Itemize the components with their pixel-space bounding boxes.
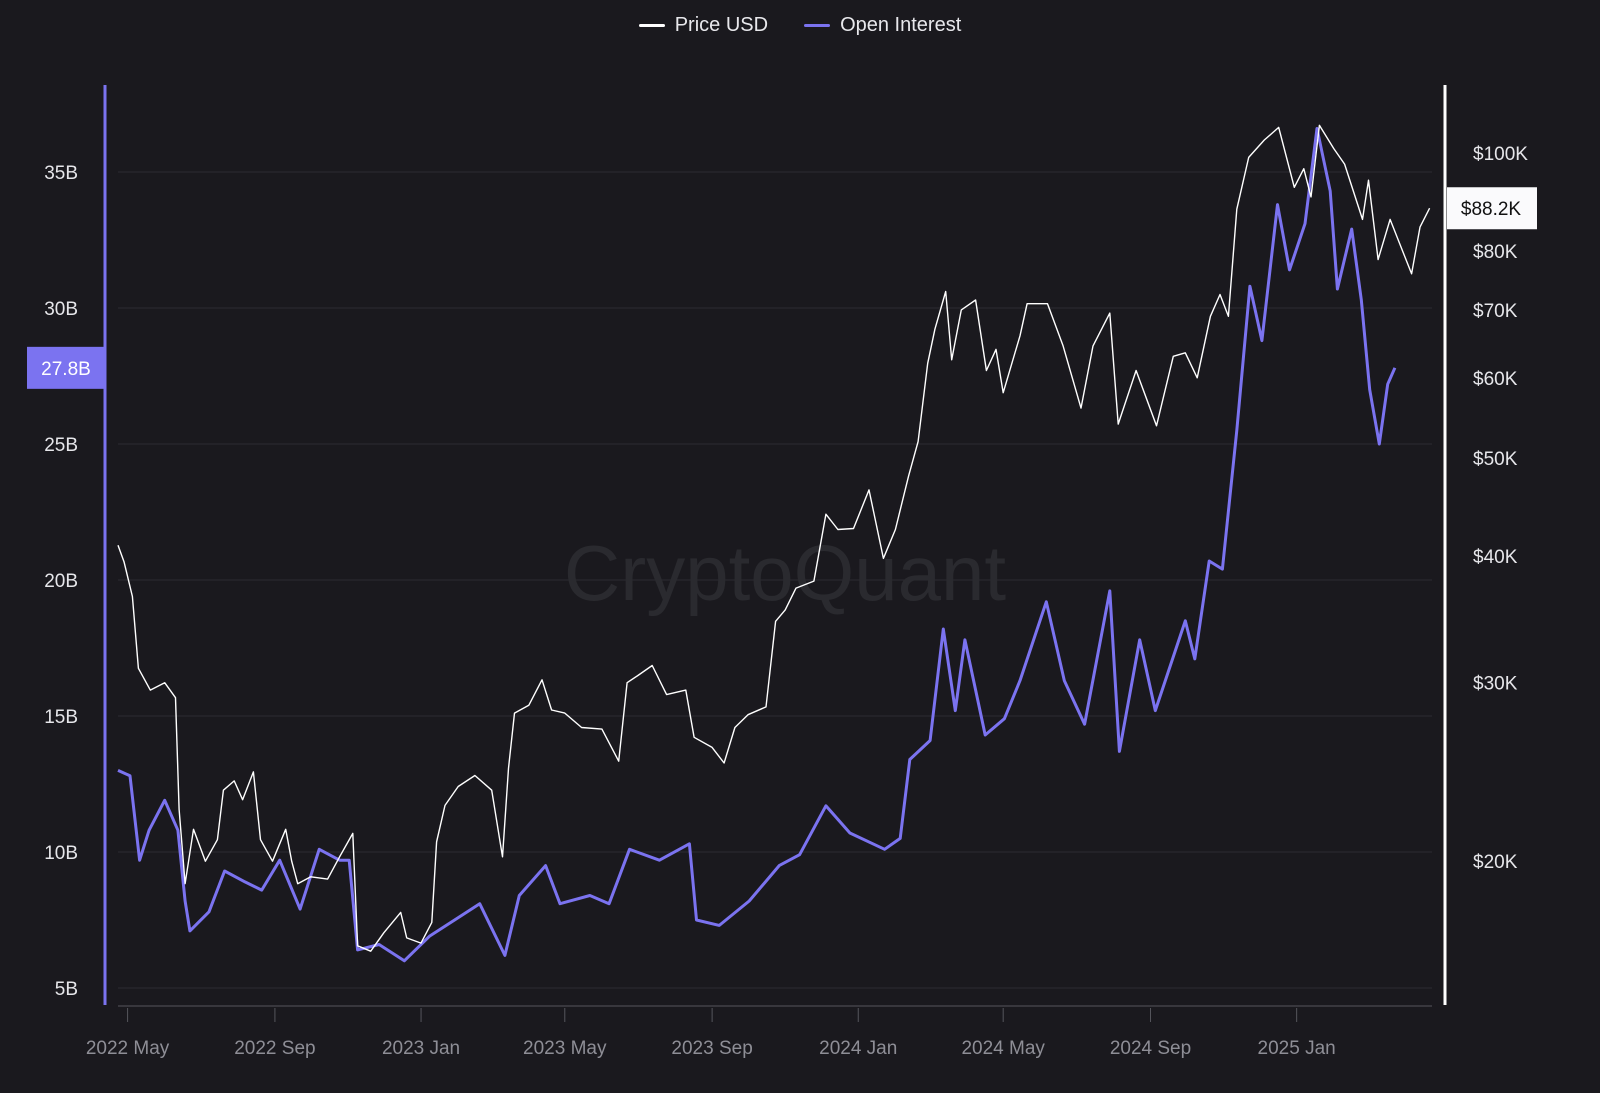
x-tick-label: 2023 Sep [671,1038,752,1059]
left-tick-label: 30B [44,299,78,320]
right-tick-label: $20K [1473,852,1518,873]
right-tick-label: $70K [1473,301,1518,322]
left-tick-label: 10B [44,843,78,864]
x-tick-label: 2024 May [961,1038,1045,1059]
price-line [117,124,1431,952]
right-tick-label: $50K [1473,449,1518,470]
x-tick-label: 2022 Sep [234,1038,315,1059]
x-tick-label: 2023 Jan [382,1038,460,1059]
x-tick-label: 2025 Jan [1258,1038,1336,1059]
x-tick-label: 2024 Jan [819,1038,897,1059]
open-interest-line [117,127,1397,963]
x-tick-label: 2024 Sep [1110,1038,1191,1059]
open-interest-current-badge: 27.8B [27,346,104,389]
legend-item-open-interest[interactable]: Open Interest [804,14,961,37]
right-tick-label: $40K [1473,547,1518,568]
open-interest-swatch [804,24,831,27]
right-tick-label: $80K [1473,242,1518,263]
legend: Price USD Open Interest [0,14,1600,37]
right-tick-label: $30K [1473,674,1518,695]
price-swatch [638,24,665,27]
left-tick-label: 20B [44,571,78,592]
left-tick-label: 5B [55,979,78,1000]
price-current-badge: $88.2K [1447,187,1537,230]
legend-label-open-interest: Open Interest [840,14,962,36]
price-current-value: $88.2K [1461,199,1522,220]
watermark: CryptoQuant [564,529,1007,617]
left-tick-label: 35B [44,163,78,184]
legend-item-price[interactable]: Price USD [638,14,769,37]
legend-label-price: Price USD [674,14,769,36]
x-tick-label: 2023 May [523,1038,607,1059]
right-tick-label: $100K [1473,144,1528,165]
left-tick-label: 25B [44,435,78,456]
x-tick-label: 2022 May [86,1038,170,1059]
open-interest-current-value: 27.8B [41,359,91,380]
right-tick-label: $60K [1473,369,1518,390]
left-tick-label: 15B [44,707,78,728]
